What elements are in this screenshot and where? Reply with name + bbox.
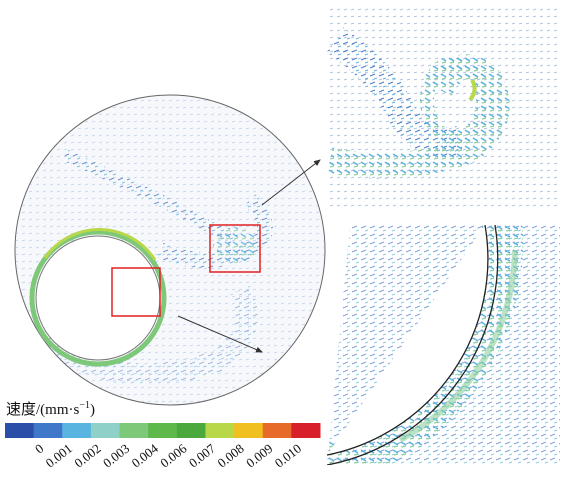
title-close: ) <box>90 402 95 418</box>
colorbar-segment <box>291 423 321 438</box>
colorbar-segment <box>62 423 92 438</box>
colorbar-tick-label: 0.003 <box>100 441 132 471</box>
colorbar-segment <box>90 423 121 438</box>
colorbar-tick-label: 0.008 <box>214 441 246 471</box>
colorbar-segment <box>5 423 35 438</box>
colorbar: 速度/(mm·s−1) 00.0010.0020.0030.0040.0060.… <box>5 400 321 470</box>
title-text: 速度/(mm·s <box>6 401 79 418</box>
colorbar-tick-label: 0.002 <box>71 441 103 471</box>
colorbar-tick-label: 0.007 <box>186 440 219 470</box>
colorbar-tick-label: 0.009 <box>243 441 275 471</box>
colorbar-tick-label: 0 <box>32 441 46 457</box>
colorbar-segment <box>234 423 264 438</box>
colorbar-tick-label: 0.010 <box>272 441 304 471</box>
colorbar-segment <box>262 423 292 438</box>
colorbar-segment <box>119 423 149 438</box>
colorbar-tick-label: 0.004 <box>129 440 162 470</box>
inset-bottom <box>327 225 560 465</box>
title-sup: −1 <box>79 400 90 411</box>
inset-top <box>326 5 560 207</box>
colorbar-tick-label: 0.006 <box>157 440 190 470</box>
colorbar-segment <box>148 423 178 438</box>
colorbar-tick-label: 0.001 <box>43 441 75 471</box>
colorbar-segment <box>176 423 206 438</box>
colorbar-title: 速度/(mm·s−1) <box>6 400 95 418</box>
colorbar-segment <box>205 423 235 438</box>
colorbar-segment <box>33 423 63 438</box>
flow-domain <box>14 94 326 406</box>
